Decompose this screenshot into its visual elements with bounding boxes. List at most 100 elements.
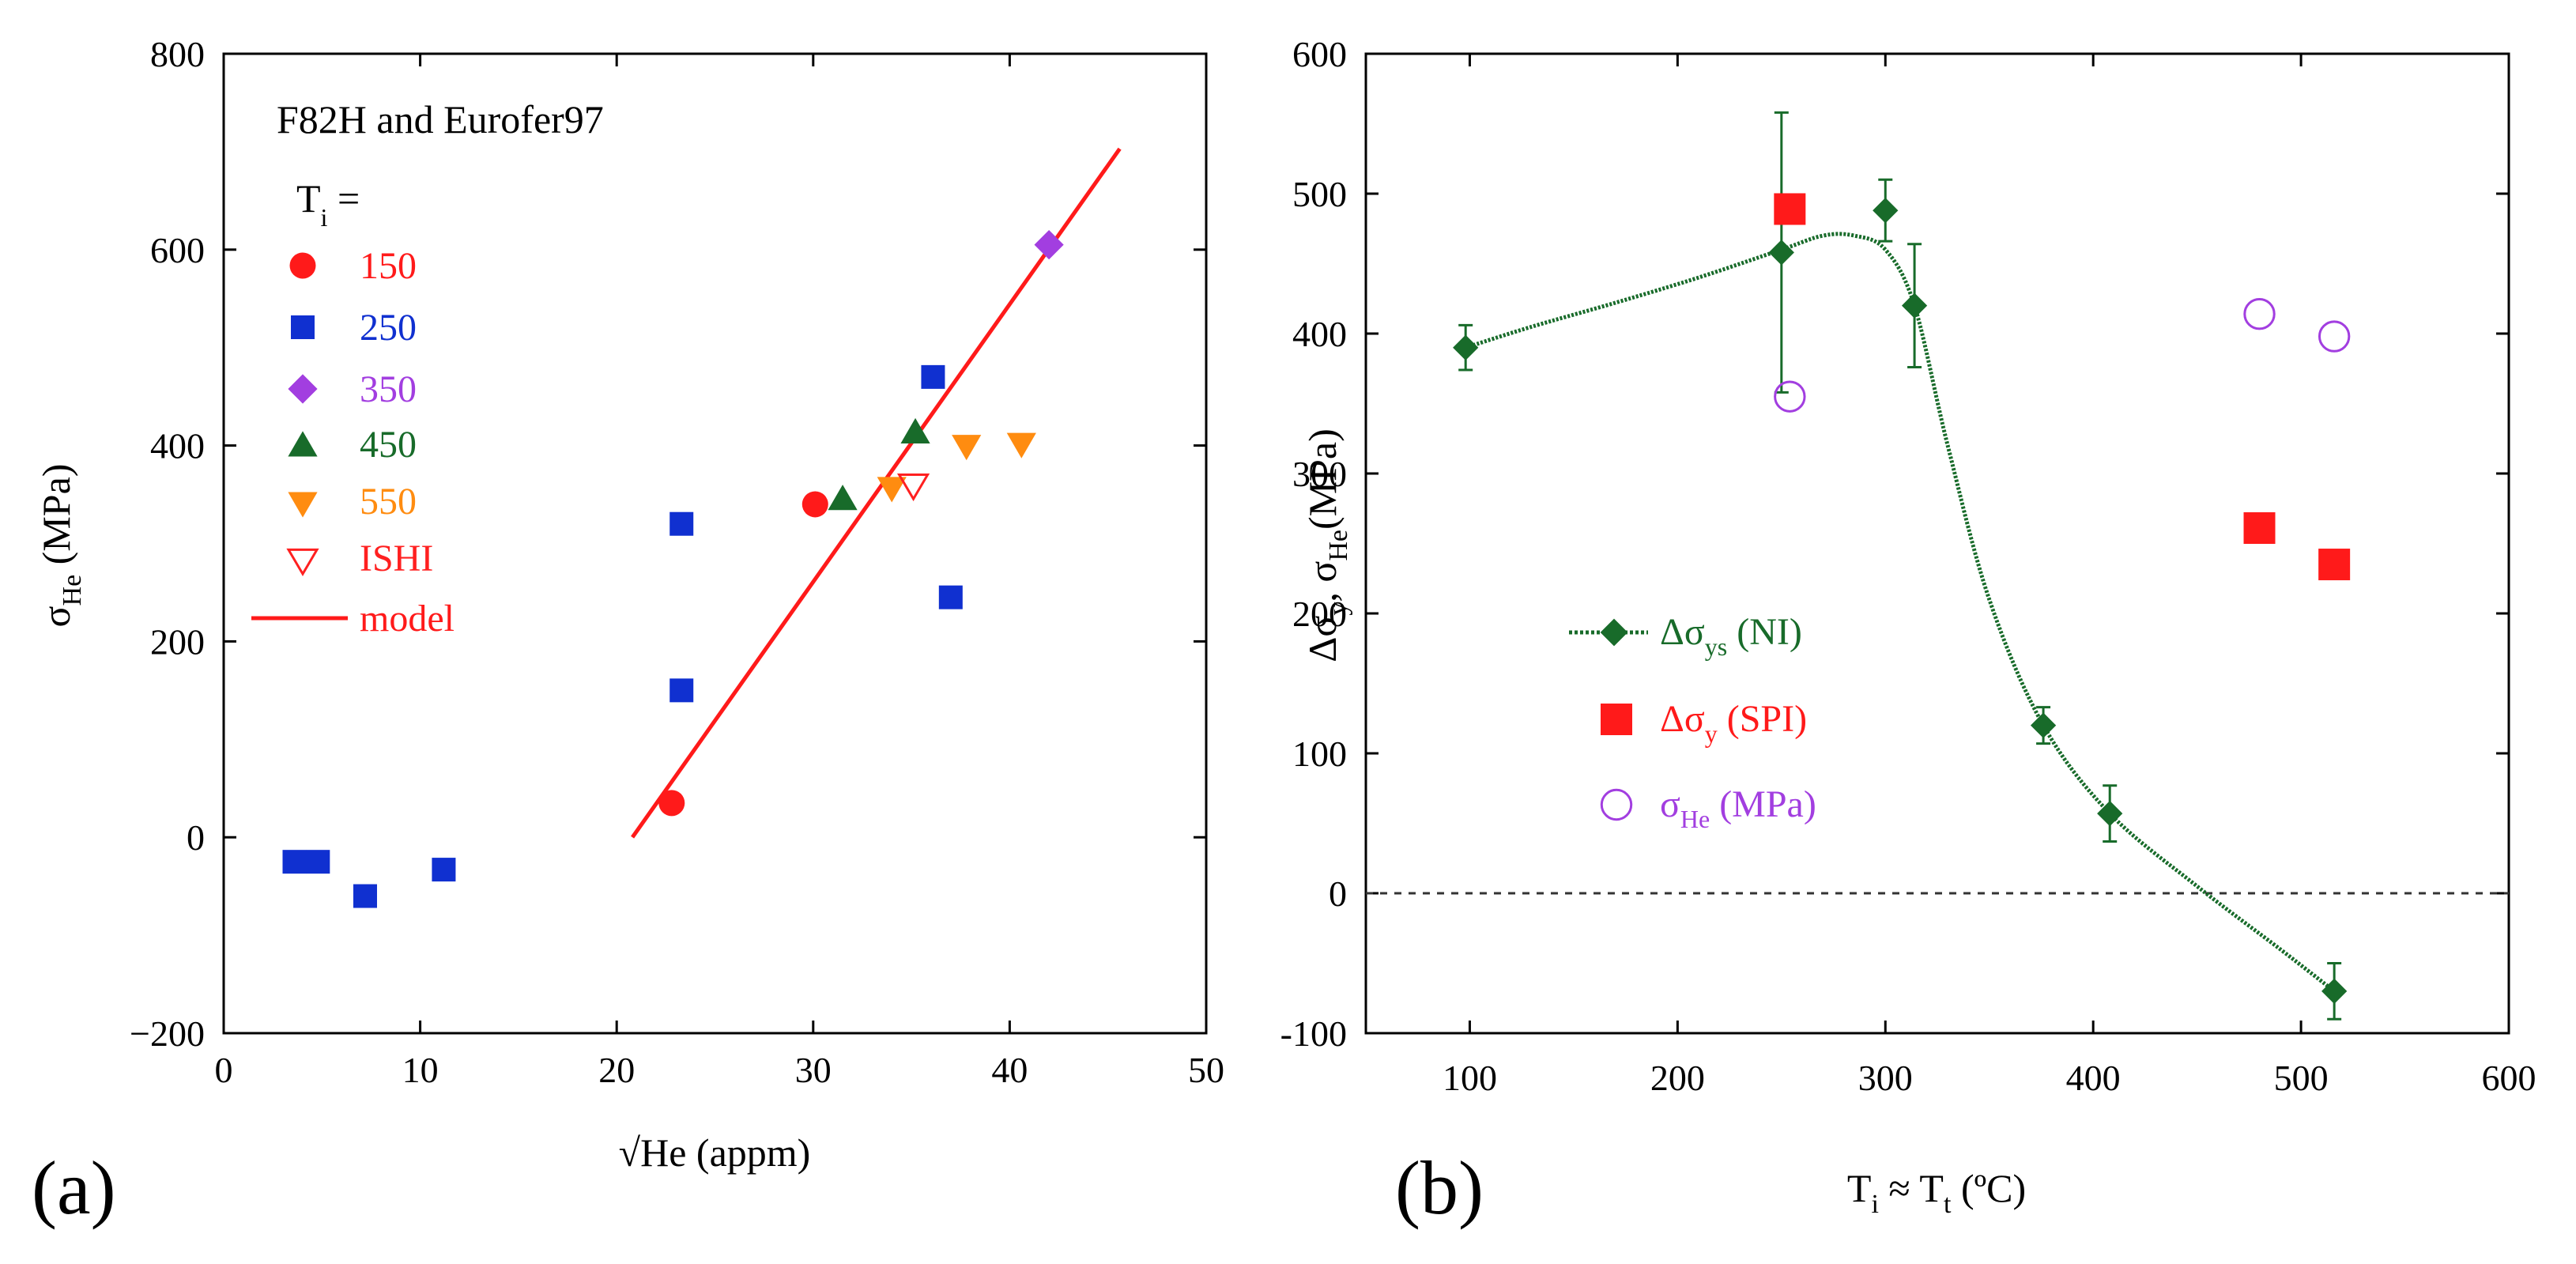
point-series-1 bbox=[2318, 549, 2351, 581]
legend-marker bbox=[288, 492, 318, 518]
panel-a-points bbox=[282, 230, 1064, 908]
panel-b-legend: Δσys (NI) Δσy (SPI) σHe (MPa) bbox=[1569, 611, 1816, 833]
y-tick-label: 0 bbox=[187, 817, 205, 858]
y-tick-label: −200 bbox=[130, 1013, 205, 1054]
point-series-0 bbox=[2321, 978, 2348, 1005]
x-tick-label: 30 bbox=[795, 1050, 832, 1090]
point-series-0 bbox=[1873, 198, 1899, 224]
x-tick-label: 300 bbox=[1858, 1058, 1913, 1098]
fit-curve bbox=[1465, 232, 2336, 993]
x-tick-label: 10 bbox=[402, 1050, 439, 1090]
panel-b-xlabel: Ti ≈ Tt (ºC) bbox=[1847, 1166, 2026, 1219]
x-tick-label: 200 bbox=[1650, 1058, 1705, 1098]
panel-b-points bbox=[1453, 111, 2351, 1021]
legend-label-150: 150 bbox=[360, 245, 417, 287]
y-tick-label: 200 bbox=[1292, 594, 1347, 634]
point-250 bbox=[669, 511, 694, 536]
point-350 bbox=[1034, 230, 1064, 260]
panel-a-model-line bbox=[631, 147, 1122, 839]
legend-marker bbox=[286, 548, 319, 576]
model-line bbox=[631, 147, 1122, 839]
y-tick-label: 600 bbox=[150, 230, 205, 270]
panel-b-fit-curve bbox=[1465, 232, 2336, 993]
y-tick-label: 300 bbox=[1292, 454, 1347, 494]
x-tick-label: 600 bbox=[2482, 1058, 2536, 1098]
point-250 bbox=[938, 585, 963, 609]
legend-label-250: 250 bbox=[360, 307, 417, 349]
legend-label-sigma-he: σHe (MPa) bbox=[1660, 783, 1816, 833]
panel-b-ylabel: Δσy, σHe(MPa) bbox=[1300, 428, 1353, 662]
panel-a-legend: Ti = 150 250 350 450 550 ISHI model bbox=[251, 176, 454, 640]
legend-label-350: 350 bbox=[360, 368, 417, 410]
point-series-0 bbox=[2030, 712, 2057, 738]
legend-ni-marker bbox=[1600, 618, 1628, 647]
point-450 bbox=[828, 485, 858, 511]
legend-label-550: 550 bbox=[360, 481, 417, 523]
point-250 bbox=[921, 364, 945, 389]
y-tick-label: 100 bbox=[1292, 734, 1347, 774]
panel-a-xlabel: √He (appm) bbox=[619, 1130, 811, 1175]
point-ishi bbox=[896, 474, 930, 502]
point-series-0 bbox=[2097, 800, 2123, 827]
x-tick-label: 0 bbox=[215, 1050, 233, 1090]
y-tick-label: 400 bbox=[150, 426, 205, 466]
point-series-0 bbox=[1901, 292, 1928, 319]
x-tick-label: 500 bbox=[2274, 1058, 2329, 1098]
legend-sigma-he-marker bbox=[1600, 788, 1633, 821]
legend-label-ishi: ISHI bbox=[360, 538, 433, 579]
x-tick-label: 100 bbox=[1443, 1058, 1497, 1098]
point-series-0 bbox=[1453, 334, 1479, 360]
legend-label-ni: Δσys (NI) bbox=[1660, 611, 1802, 661]
legend-marker bbox=[288, 431, 318, 457]
y-tick-label: 0 bbox=[1329, 873, 1347, 914]
point-250 bbox=[353, 884, 377, 908]
x-tick-label: 400 bbox=[2066, 1058, 2121, 1098]
legend-marker bbox=[289, 252, 316, 279]
y-tick-label: 500 bbox=[1292, 174, 1347, 214]
y-tick-label: 400 bbox=[1292, 314, 1347, 354]
point-series-2 bbox=[1774, 380, 1806, 413]
legend-label-spi: Δσy (SPI) bbox=[1660, 698, 1807, 748]
panel-b: 100 200 300 400 500 600 -100 0 100 200 300 400 500 60… bbox=[1280, 34, 2536, 1230]
panel-b-legend-marks bbox=[1569, 618, 1648, 821]
point-150 bbox=[658, 790, 685, 817]
point-150 bbox=[801, 491, 828, 518]
point-550 bbox=[877, 477, 907, 503]
legend-marker bbox=[288, 374, 318, 404]
point-250 bbox=[282, 850, 307, 874]
y-tick-label: 200 bbox=[150, 621, 205, 662]
y-tick-label: -100 bbox=[1280, 1013, 1347, 1054]
point-550 bbox=[1006, 432, 1036, 458]
x-tick-label: 40 bbox=[991, 1050, 1028, 1090]
point-series-2 bbox=[2243, 298, 2276, 330]
point-series-1 bbox=[2243, 512, 2276, 545]
legend-title: Ti = bbox=[296, 176, 360, 232]
legend-marker bbox=[291, 315, 315, 339]
point-250 bbox=[432, 858, 456, 882]
point-series-1 bbox=[1774, 193, 1806, 225]
panel-b-frame bbox=[1364, 52, 2510, 1035]
legend-label-model: model bbox=[360, 598, 454, 640]
legend-label-450: 450 bbox=[360, 424, 417, 466]
panel-a-frame bbox=[222, 52, 1208, 1035]
y-tick-label: 800 bbox=[150, 34, 205, 74]
point-series-2 bbox=[2318, 320, 2351, 353]
panel-a-ylabel: σHe (MPa) bbox=[34, 464, 87, 628]
x-tick-label: 20 bbox=[598, 1050, 635, 1090]
point-450 bbox=[900, 417, 930, 443]
point-250 bbox=[306, 850, 330, 874]
point-250 bbox=[669, 678, 694, 703]
x-tick-label: 50 bbox=[1188, 1050, 1224, 1090]
panel-a-label: (a) bbox=[32, 1145, 116, 1230]
panel-a-legend-marks bbox=[251, 252, 348, 621]
panel-b-ticks: 100 200 300 400 500 600 -100 0 100 200 300 400 500 60… bbox=[1280, 34, 2536, 1098]
panel-a-annotation: F82H and Eurofer97 bbox=[277, 97, 604, 141]
point-series-0 bbox=[1768, 240, 1794, 266]
panel-b-label: (b) bbox=[1395, 1145, 1484, 1230]
point-550 bbox=[952, 435, 982, 461]
legend-spi-marker bbox=[1601, 704, 1632, 735]
y-tick-label: 600 bbox=[1292, 34, 1347, 74]
